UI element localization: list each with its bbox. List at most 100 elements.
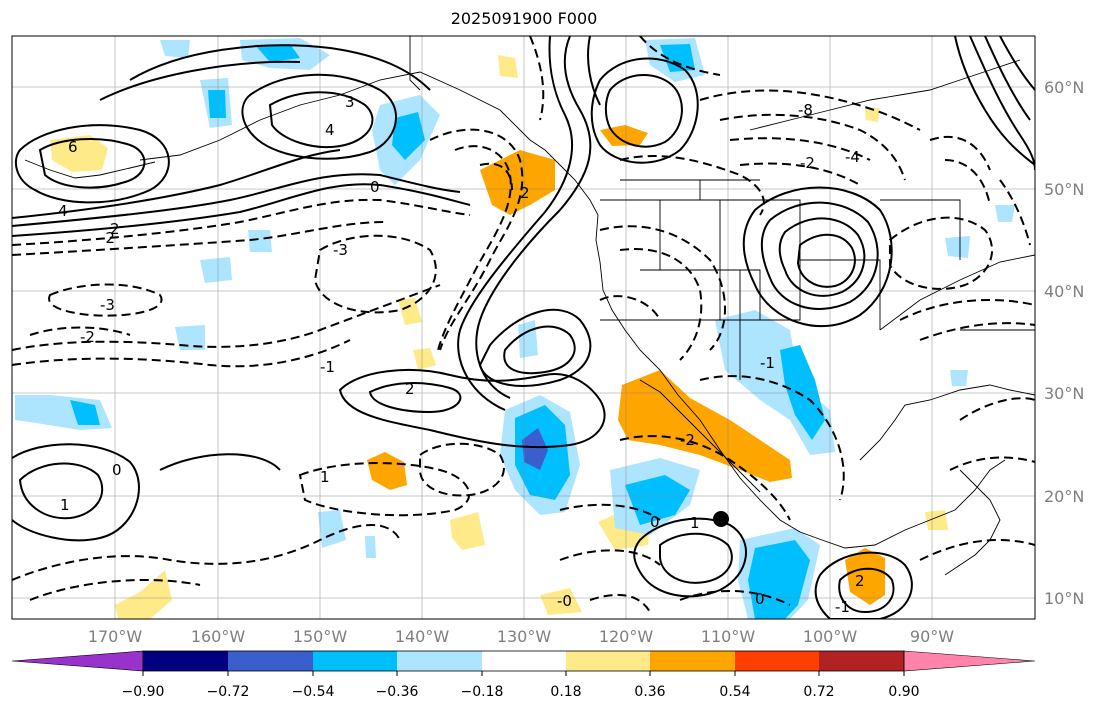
negative-anomaly-area — [518, 320, 538, 358]
contour-labels: 6 4 -2 -3 -2 -1 0 1 2 3 4 -8 -4 -2 0 2 2… — [58, 93, 865, 616]
negative-anomaly-area — [625, 475, 690, 525]
colorbar-segment — [650, 651, 735, 671]
positive-anomaly-area — [413, 348, 436, 370]
lon-label: 160°W — [191, 627, 246, 646]
lon-label: 110°W — [701, 627, 756, 646]
negative-contours — [12, 36, 1035, 613]
colorbar-segment — [819, 651, 904, 671]
contour-label: 6 — [68, 138, 78, 156]
contour-label: 3 — [345, 93, 355, 111]
contour-label: 0 — [370, 178, 380, 196]
lon-label: 150°W — [293, 627, 348, 646]
contour-label: -2 — [80, 328, 95, 346]
negative-anomaly-area — [70, 400, 100, 425]
colorbar-tick-label: −0.72 — [207, 684, 250, 700]
contour-label: 0 — [112, 461, 122, 479]
lat-label: 50°N — [1044, 180, 1084, 199]
colorbar-tick-label: 0.90 — [888, 684, 919, 700]
positive-anomaly-area — [845, 548, 885, 605]
colorbar-tick-label: −0.54 — [292, 684, 335, 700]
colorbar-tick-label: 0.18 — [550, 684, 581, 700]
negative-anomaly-area — [950, 370, 968, 386]
colorbar-tick-label: 0.72 — [803, 684, 834, 700]
contour-label: 1 — [320, 468, 330, 486]
colorbar-segment — [228, 651, 313, 671]
contour-label: -1 — [835, 598, 850, 616]
colorbar-segment — [143, 651, 228, 671]
positive-anomaly-area — [115, 570, 172, 619]
colorbar-tick-label: −0.90 — [122, 684, 165, 700]
colorbar-frame — [142, 650, 905, 672]
positive-anomaly-area — [50, 135, 108, 172]
contour-label: -3 — [100, 296, 115, 314]
positive-contours — [12, 36, 1035, 619]
colorbar-segment — [482, 651, 566, 671]
lon-label: 100°W — [803, 627, 858, 646]
lon-label: 90°W — [910, 627, 954, 646]
colorbar: −0.90 −0.72 −0.54 −0.36 −0.18 0.18 0.36 … — [11, 650, 1036, 700]
colorbar-segment — [397, 651, 482, 671]
lat-label: 30°N — [1044, 384, 1084, 403]
latitude-axis: 60°N 50°N 40°N 30°N 20°N 10°N — [1044, 78, 1084, 608]
lat-label: 20°N — [1044, 487, 1084, 506]
graticule — [12, 36, 1035, 619]
colorbar-tick-label: −0.18 — [461, 684, 504, 700]
colorbar-segment — [313, 651, 397, 671]
negative-anomaly-area — [995, 205, 1015, 222]
storm-center-marker — [713, 511, 729, 527]
contour-label: 2 — [405, 380, 415, 398]
negative-anomaly-area — [318, 510, 346, 548]
colorbar-ticks — [142, 671, 905, 676]
contour-label: 2 — [520, 184, 530, 202]
negative-anomaly-area — [660, 44, 695, 72]
contour-label: -2 — [100, 229, 115, 247]
colorbar-tick-label: 0.54 — [719, 684, 750, 700]
negative-anomaly-area — [365, 536, 376, 558]
negative-anomaly-area — [780, 345, 825, 440]
contour-label: -8 — [798, 101, 813, 119]
contour-label: 1 — [60, 496, 70, 514]
negative-anomaly-area — [255, 44, 300, 62]
negative-anomaly-area — [208, 90, 226, 118]
colorbar-segment — [566, 651, 650, 671]
lon-label: 170°W — [88, 627, 143, 646]
colorbar-tick-label: 0.36 — [634, 684, 665, 700]
positive-anomaly-area — [498, 55, 518, 78]
contour-label: -1 — [320, 358, 335, 376]
lon-label: 120°W — [599, 627, 654, 646]
positive-anomaly-area — [540, 588, 582, 615]
contour-label: 1 — [690, 514, 700, 532]
contour-label: -1 — [760, 354, 775, 372]
lon-label: 140°W — [395, 627, 450, 646]
colorbar-segment — [11, 650, 144, 672]
contour-label: 2 — [110, 220, 120, 238]
lat-label: 40°N — [1044, 282, 1084, 301]
negative-anomaly-area — [522, 428, 548, 470]
map-frame — [11, 35, 1036, 620]
positive-anomaly-area — [450, 512, 485, 550]
negative-anomaly-area — [392, 112, 425, 160]
contour-label: 0 — [650, 513, 660, 531]
positive-anomaly-area — [367, 452, 407, 490]
positive-anomaly-area — [865, 108, 880, 122]
contour-label: -2 — [680, 431, 695, 449]
negative-anomaly-area — [748, 540, 810, 619]
positive-anomaly-area — [618, 370, 792, 482]
contour-label: -4 — [845, 148, 860, 166]
contour-label: 0 — [755, 590, 765, 608]
contour-label: -0 — [557, 592, 572, 610]
contour-label: 4 — [58, 202, 68, 220]
negative-anomaly-area — [175, 325, 205, 350]
colorbar-segment — [903, 650, 1036, 672]
contour-label: 4 — [325, 121, 335, 139]
lat-label: 10°N — [1044, 589, 1084, 608]
lat-label: 60°N — [1044, 78, 1084, 97]
positive-anomaly-area — [398, 298, 422, 325]
contour-label: 2 — [855, 572, 865, 590]
contour-label: -2 — [800, 154, 815, 172]
longitude-axis: 170°W 160°W 150°W 140°W 130°W 120°W 110°… — [88, 627, 954, 646]
colorbar-tick-label: −0.36 — [376, 684, 419, 700]
map-title: 2025091900 F000 — [450, 9, 598, 28]
negative-anomaly-area — [248, 230, 272, 252]
